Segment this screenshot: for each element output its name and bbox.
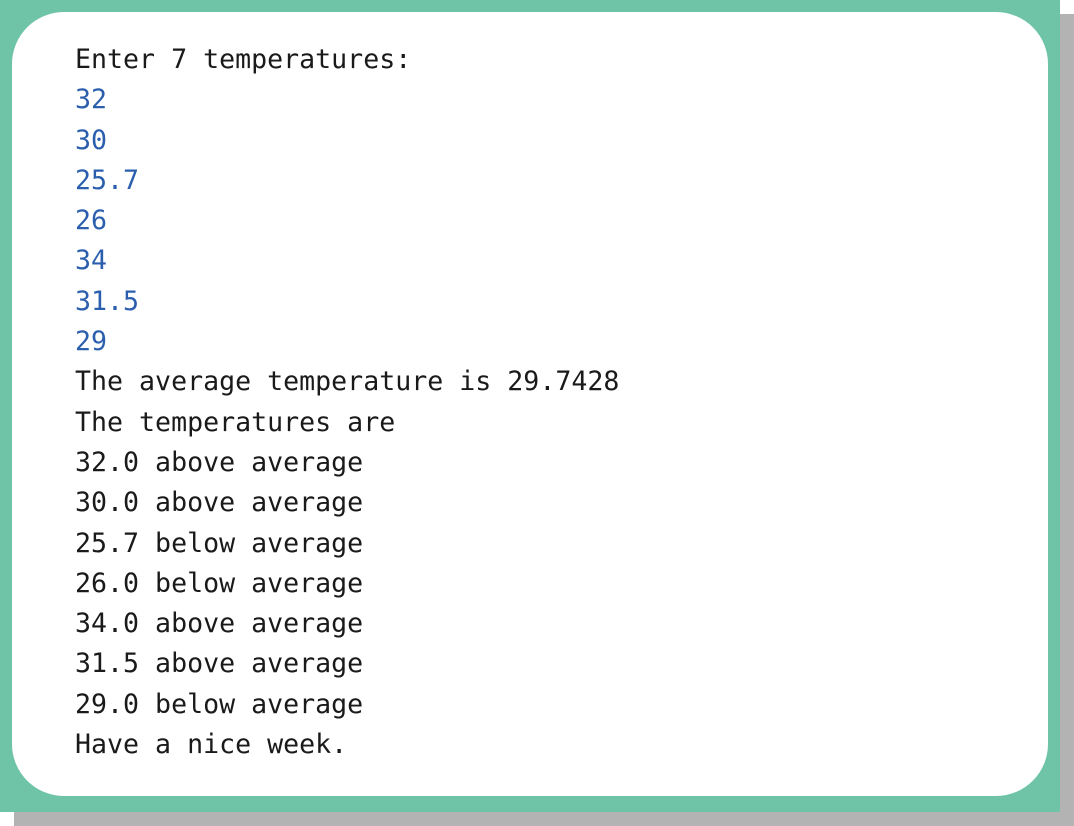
- console-panel: [12, 12, 1048, 796]
- output-line: The temperatures are: [75, 406, 396, 438]
- input-line: 29: [75, 326, 108, 358]
- output-line: 26.0 below average: [75, 567, 364, 599]
- input-line: 32: [75, 84, 108, 116]
- output-line: 25.7 below average: [75, 527, 364, 559]
- output-line: 29.0 below average: [75, 688, 364, 720]
- output-line: 34.0 above average: [75, 608, 364, 640]
- input-line: 31.5: [75, 285, 140, 317]
- output-line: 32.0 above average: [75, 446, 364, 478]
- output-line: 30.0 above average: [75, 487, 364, 519]
- output-line: 31.5 above average: [75, 648, 364, 680]
- output-line: Have a nice week.: [75, 729, 348, 761]
- input-line: 34: [75, 245, 108, 277]
- output-line: The average temperature is 29.7428: [75, 366, 620, 398]
- prompt-line: Enter 7 temperatures:: [75, 44, 412, 75]
- input-line: 30: [75, 124, 108, 156]
- input-line: 25.7: [75, 164, 140, 196]
- console-output: Enter 7 temperatures: 32 30 25.7 26 34 31.5 29…: [75, 40, 619, 765]
- input-line: 26: [75, 205, 108, 237]
